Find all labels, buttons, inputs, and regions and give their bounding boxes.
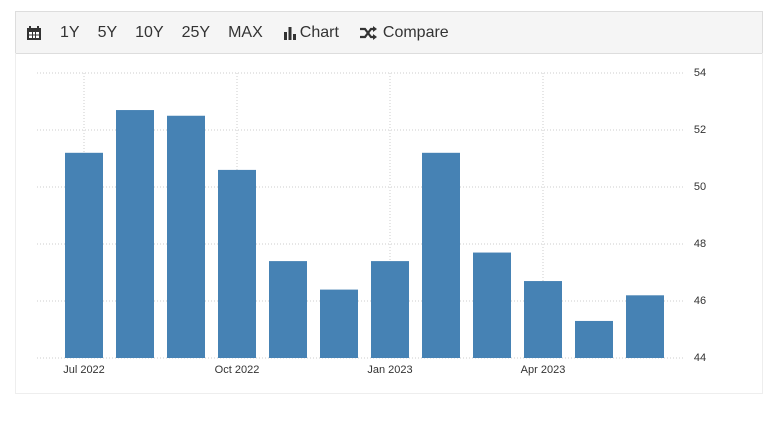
bar — [320, 289, 358, 358]
chart-icon[interactable] — [283, 26, 297, 40]
x-tick-label: Jan 2023 — [367, 364, 412, 376]
y-tick-label: 52 — [694, 124, 706, 136]
bar — [218, 169, 256, 358]
bar — [626, 295, 664, 358]
x-tick-label: Apr 2023 — [521, 364, 566, 376]
range-button[interactable]: 10Y — [135, 23, 164, 41]
bar — [371, 261, 409, 358]
toolbar: 1Y 5Y 10Y 25Y MAX Chart Compare — [15, 11, 763, 54]
compare-icon[interactable] — [359, 25, 377, 40]
x-tick-label: Oct 2022 — [215, 364, 260, 376]
bar — [116, 110, 154, 358]
bar — [65, 152, 103, 358]
bar — [269, 261, 307, 358]
range-button[interactable]: MAX — [228, 23, 263, 41]
x-tick-label: Jul 2022 — [63, 364, 105, 376]
bar — [575, 320, 613, 358]
compare-button[interactable]: Compare — [382, 23, 449, 41]
bar — [422, 152, 460, 358]
y-tick-label: 44 — [694, 352, 706, 364]
y-tick-label: 50 — [694, 181, 706, 193]
bar — [473, 252, 511, 358]
calendar-icon[interactable] — [26, 25, 42, 41]
range-button[interactable]: 5Y — [97, 23, 118, 41]
y-tick-label: 48 — [694, 238, 706, 250]
chart-button[interactable]: Chart — [299, 23, 339, 41]
chart-panel — [15, 53, 763, 394]
y-tick-label: 46 — [694, 295, 706, 307]
y-tick-label: 54 — [694, 67, 706, 79]
range-button[interactable]: 1Y — [60, 23, 80, 41]
bar — [167, 115, 205, 358]
range-button[interactable]: 25Y — [181, 23, 211, 41]
bar — [524, 281, 562, 358]
